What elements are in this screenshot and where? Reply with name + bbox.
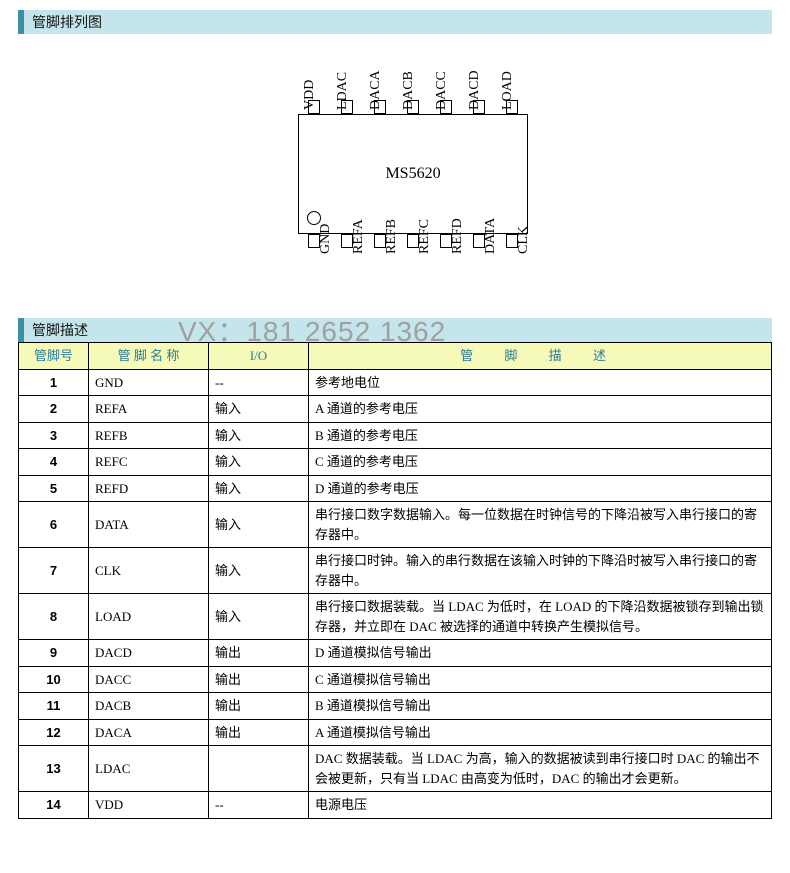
cell-pinno: 14 (19, 792, 89, 819)
chip-pin-label: GND (318, 224, 334, 254)
chip-diagram: MS5620 VDD LDAC DACA DACB DACC DACD LOAD GND REF… (18, 44, 772, 304)
cell-io (209, 746, 309, 792)
cell-pinno: 13 (19, 746, 89, 792)
pin-description-section: VX：181 2652 1362 管脚描述 管脚号 管 脚 名 称 I/O 管 … (18, 318, 772, 819)
cell-name: REFC (89, 449, 209, 476)
cell-name: DATA (89, 502, 209, 548)
chip-pin-label: REFC (417, 219, 433, 254)
cell-pinno: 4 (19, 449, 89, 476)
pin-table: 管脚号 管 脚 名 称 I/O 管 脚 描 述 1GND--参考地电位2REFA… (18, 342, 772, 819)
table-row: 11DACB输出B 通道模拟信号输出 (19, 693, 772, 720)
cell-pinno: 10 (19, 666, 89, 693)
section-title-pinout: 管脚排列图 (32, 16, 102, 31)
cell-desc: C 通道模拟信号输出 (309, 666, 772, 693)
cell-io: 输入 (209, 449, 309, 476)
cell-io: 输出 (209, 666, 309, 693)
cell-name: DACB (89, 693, 209, 720)
cell-io: 输入 (209, 396, 309, 423)
cell-pinno: 6 (19, 502, 89, 548)
cell-io: 输入 (209, 475, 309, 502)
chip-name: MS5620 (385, 165, 440, 183)
table-row: 7CLK输入串行接口时钟。输入的串行数据在该输入时钟的下降沿时被写入串行接口的寄… (19, 548, 772, 594)
table-row: 10DACC输出C 通道模拟信号输出 (19, 666, 772, 693)
th-name: 管 脚 名 称 (89, 343, 209, 370)
cell-desc: A 通道模拟信号输出 (309, 719, 772, 746)
section-title-pindesc: 管脚描述 (32, 324, 88, 339)
cell-io: 输入 (209, 422, 309, 449)
th-io: I/O (209, 343, 309, 370)
cell-name: VDD (89, 792, 209, 819)
section-header-pinout: 管脚排列图 (18, 10, 772, 34)
cell-desc: 参考地电位 (309, 369, 772, 396)
table-row: 9DACD输出D 通道模拟信号输出 (19, 640, 772, 667)
cell-desc: A 通道的参考电压 (309, 396, 772, 423)
cell-name: DACA (89, 719, 209, 746)
cell-name: LDAC (89, 746, 209, 792)
table-row: 4REFC输入C 通道的参考电压 (19, 449, 772, 476)
cell-io: 输入 (209, 548, 309, 594)
pin-table-header-row: 管脚号 管 脚 名 称 I/O 管 脚 描 述 (19, 343, 772, 370)
cell-pinno: 11 (19, 693, 89, 720)
cell-desc: B 通道的参考电压 (309, 422, 772, 449)
cell-io: -- (209, 792, 309, 819)
table-row: 8LOAD输入串行接口数据装载。当 LDAC 为低时，在 LOAD 的下降沿数据… (19, 594, 772, 640)
chip-pin-label: REFB (384, 219, 400, 254)
cell-desc: 串行接口数据装载。当 LDAC 为低时，在 LOAD 的下降沿数据被锁存到输出锁… (309, 594, 772, 640)
cell-desc: 串行接口时钟。输入的串行数据在该输入时钟的下降沿时被写入串行接口的寄存器中。 (309, 548, 772, 594)
cell-desc: 串行接口数字数据输入。每一位数据在时钟信号的下降沿被写入串行接口的寄存器中。 (309, 502, 772, 548)
chip-pin-label: REFD (450, 218, 466, 254)
cell-pinno: 2 (19, 396, 89, 423)
cell-pinno: 12 (19, 719, 89, 746)
chip-pin-label: DACB (401, 71, 417, 110)
cell-name: LOAD (89, 594, 209, 640)
chip-pin-label: DATA (483, 218, 499, 254)
cell-io: 输入 (209, 502, 309, 548)
table-row: 1GND--参考地电位 (19, 369, 772, 396)
cell-name: CLK (89, 548, 209, 594)
th-pinno: 管脚号 (19, 343, 89, 370)
cell-pinno: 1 (19, 369, 89, 396)
cell-desc: C 通道的参考电压 (309, 449, 772, 476)
cell-pinno: 3 (19, 422, 89, 449)
chip-pin-label: LDAC (335, 72, 351, 110)
cell-pinno: 8 (19, 594, 89, 640)
table-row: 3REFB输入B 通道的参考电压 (19, 422, 772, 449)
cell-io: 输入 (209, 594, 309, 640)
th-desc: 管 脚 描 述 (309, 343, 772, 370)
cell-name: DACD (89, 640, 209, 667)
cell-desc: B 通道模拟信号输出 (309, 693, 772, 720)
cell-io: 输出 (209, 693, 309, 720)
cell-io: 输出 (209, 719, 309, 746)
chip-pin-label: DACA (368, 70, 384, 110)
cell-desc: D 通道模拟信号输出 (309, 640, 772, 667)
cell-name: REFA (89, 396, 209, 423)
table-row: 14VDD--电源电压 (19, 792, 772, 819)
cell-pinno: 9 (19, 640, 89, 667)
chip-pin-label: DACC (434, 71, 450, 110)
chip-pin-label: VDD (302, 80, 318, 110)
chip-pin-label: CLK (516, 226, 532, 254)
cell-desc: 电源电压 (309, 792, 772, 819)
chip-body: MS5620 (298, 114, 528, 234)
cell-name: REFD (89, 475, 209, 502)
section-header-pindesc: 管脚描述 (18, 318, 772, 342)
chip-pin-label: DACD (467, 70, 483, 110)
table-row: 12DACA输出A 通道模拟信号输出 (19, 719, 772, 746)
cell-desc: DAC 数据装载。当 LDAC 为高，输入的数据被读到串行接口时 DAC 的输出… (309, 746, 772, 792)
cell-name: REFB (89, 422, 209, 449)
chip-pin-label: LOAD (500, 71, 516, 110)
table-row: 6DATA输入串行接口数字数据输入。每一位数据在时钟信号的下降沿被写入串行接口的… (19, 502, 772, 548)
cell-io: -- (209, 369, 309, 396)
cell-pinno: 7 (19, 548, 89, 594)
table-row: 13LDAC DAC 数据装载。当 LDAC 为高，输入的数据被读到串行接口时 D… (19, 746, 772, 792)
table-row: 2REFA输入A 通道的参考电压 (19, 396, 772, 423)
cell-desc: D 通道的参考电压 (309, 475, 772, 502)
cell-io: 输出 (209, 640, 309, 667)
chip-pin-label: REFA (351, 219, 367, 254)
page: 管脚排列图 MS5620 VDDLDACDACADACBDACCDACDLOAD… (0, 10, 790, 837)
cell-name: GND (89, 369, 209, 396)
cell-pinno: 5 (19, 475, 89, 502)
table-row: 5REFD输入D 通道的参考电压 (19, 475, 772, 502)
cell-name: DACC (89, 666, 209, 693)
